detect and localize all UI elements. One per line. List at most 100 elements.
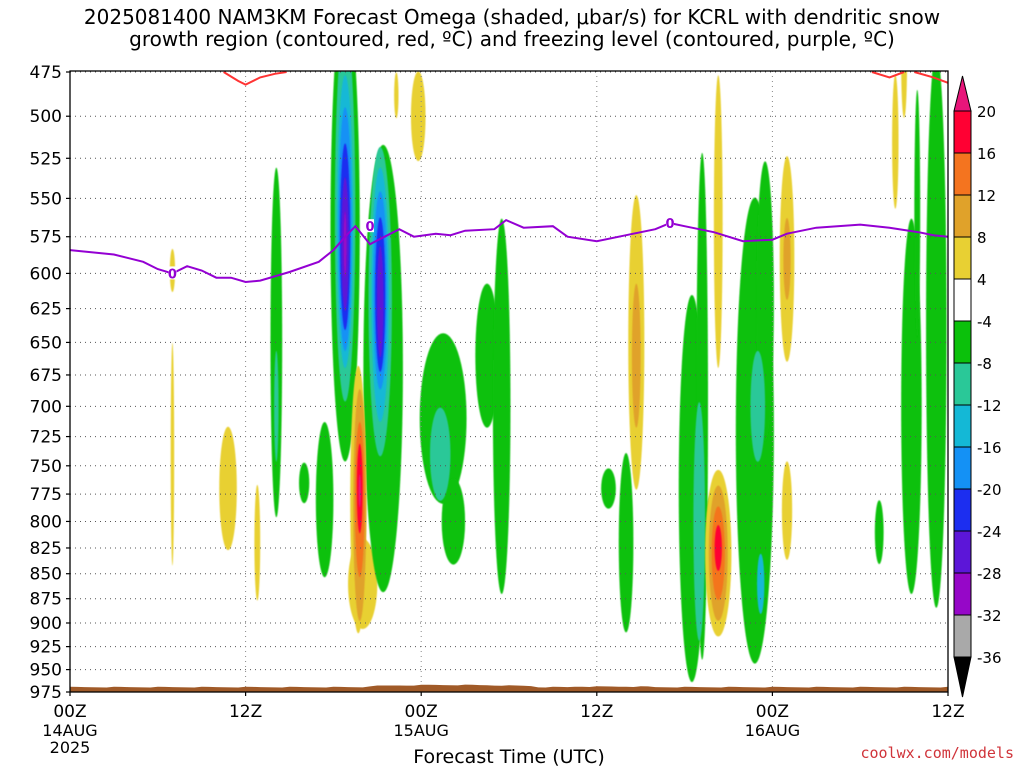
omega-region xyxy=(254,484,261,601)
omega-region xyxy=(315,422,334,578)
colorbar-swatch xyxy=(953,320,972,364)
y-tick-label: 775 xyxy=(30,485,62,505)
y-tick-label: 900 xyxy=(30,614,62,634)
y-tick-label: 750 xyxy=(30,457,62,477)
omega-region xyxy=(750,350,766,462)
omega-region xyxy=(170,342,175,566)
omega-region xyxy=(783,217,791,300)
omega-region xyxy=(601,468,616,509)
colorbar-swatch xyxy=(953,488,972,532)
colorbar-label: -16 xyxy=(977,439,1002,457)
freezing-label-bg xyxy=(365,219,374,233)
omega-region xyxy=(781,461,793,560)
y-tick-label: 650 xyxy=(30,333,62,353)
colorbar-label: -24 xyxy=(977,523,1002,541)
colorbar-swatch xyxy=(953,404,972,448)
dendritic-contour-line xyxy=(223,71,287,86)
colorbar-label: 16 xyxy=(977,145,996,163)
omega-region xyxy=(441,478,466,565)
omega-region xyxy=(874,500,884,565)
colorbar-label: -20 xyxy=(977,481,1002,499)
freezing-level-line xyxy=(70,218,948,284)
colorbar: 20 16 12 8 4 -4 -8 -12 -16 -20 -24 -28 -32 -36 xyxy=(953,75,1002,698)
freezing-label-bg xyxy=(168,266,177,280)
omega-region xyxy=(492,218,511,594)
colorbar-swatch xyxy=(953,572,972,616)
colorbar-label: 8 xyxy=(977,229,987,247)
omega-region xyxy=(914,89,921,338)
colorbar-label: -8 xyxy=(977,355,992,373)
x-tick-sublabel: 15AUG xyxy=(393,721,448,740)
x-tick-label: 00Z xyxy=(53,702,86,722)
y-tick-label: 500 xyxy=(30,107,62,127)
x-tick-label: 00Z xyxy=(405,702,438,722)
colorbar-swatch xyxy=(953,530,972,574)
y-tick-label: 700 xyxy=(30,397,62,417)
x-tick-label: 12Z xyxy=(580,702,613,722)
colorbar-swatch xyxy=(953,614,972,658)
colorbar-label: -12 xyxy=(977,397,1002,415)
y-tick-label: 475 xyxy=(30,63,62,83)
plot-frame xyxy=(69,70,949,693)
colorbar-label: -32 xyxy=(977,607,1002,625)
grid-lines xyxy=(70,71,948,693)
y-tick-label: 575 xyxy=(30,228,62,248)
colorbar-swatch xyxy=(953,446,972,490)
y-tick-label: 725 xyxy=(30,428,62,448)
colorbar-label: -4 xyxy=(977,313,992,331)
y-tick-label: 525 xyxy=(30,149,62,169)
y-tick-label: 850 xyxy=(30,565,62,585)
colorbar-top-arrow xyxy=(953,75,972,112)
omega-region xyxy=(714,524,722,571)
omega-region xyxy=(377,245,384,358)
colorbar-label: -36 xyxy=(977,649,1002,667)
omega-region xyxy=(429,407,451,501)
dendritic-contour-line xyxy=(914,71,948,84)
x-tick-label: 12Z xyxy=(931,702,964,722)
colorbar-swatch xyxy=(953,194,972,238)
omega-region xyxy=(892,74,899,209)
omega-region xyxy=(274,350,279,462)
x-tick-sublabel: 2025 xyxy=(50,738,91,757)
freezing-level-label: 0 xyxy=(365,220,374,235)
y-tick-label: 600 xyxy=(30,264,62,284)
omega-region xyxy=(270,167,283,518)
freezing-level-label: 0 xyxy=(665,217,674,232)
y-tick-label: 825 xyxy=(30,539,62,559)
y-tick-label: 950 xyxy=(30,661,62,681)
freezing-label-bg xyxy=(665,216,674,230)
colorbar-swatch xyxy=(953,362,972,406)
y-tick-label: 875 xyxy=(30,590,62,610)
omega-region xyxy=(618,453,634,633)
y-tick-label: 925 xyxy=(30,638,62,658)
colorbar-swatch xyxy=(953,278,972,322)
colorbar-label: 4 xyxy=(977,271,987,289)
colorbar-label: -28 xyxy=(977,565,1002,583)
x-tick-label: 12Z xyxy=(229,702,262,722)
y-tick-label: 975 xyxy=(30,683,62,703)
x-tick-sublabel: 16AUG xyxy=(745,721,800,740)
omega-region xyxy=(394,72,399,119)
colorbar-swatch xyxy=(953,236,972,280)
omega-region xyxy=(219,426,237,551)
omega-region xyxy=(926,71,947,608)
ground-fill xyxy=(70,684,948,692)
ground-terrain xyxy=(70,684,948,692)
dendritic-contour-line xyxy=(871,71,905,79)
colorbar-swatch xyxy=(953,152,972,196)
omega-region xyxy=(299,462,310,504)
colorbar-bottom-arrow xyxy=(953,656,972,698)
freezing-level-label: 0 xyxy=(168,267,177,282)
contour-lines: 0 0 0 xyxy=(70,71,948,284)
omega-region xyxy=(475,283,499,428)
x-tick-sublabel: 14AUG xyxy=(42,721,97,740)
omega-region xyxy=(358,473,361,508)
chart-title: 2025081400 NAM3KM Forecast Omega (shaded… xyxy=(0,6,1024,50)
x-tick-label: 00Z xyxy=(756,702,789,722)
omega-region xyxy=(693,402,706,641)
y-tick-label: 800 xyxy=(30,512,62,532)
omega-region xyxy=(713,75,723,368)
colorbar-swatch xyxy=(953,110,972,154)
omega-region xyxy=(901,71,907,118)
